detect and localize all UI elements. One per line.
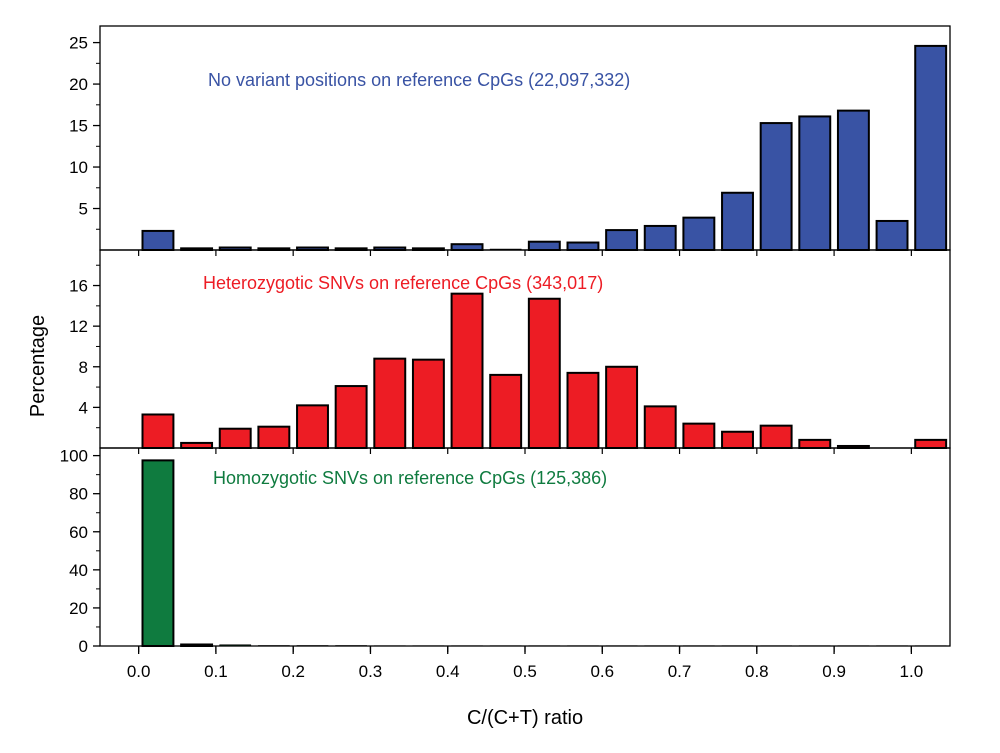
- bar-heterozygotic-16: [759, 424, 793, 450]
- y-axis-title: Percentage: [27, 315, 49, 417]
- y-tick-label-homozygotic-0: 0: [79, 637, 88, 656]
- bar-heterozygotic-6: [373, 357, 407, 449]
- bar-no-variant-16: [759, 122, 793, 251]
- bar-homozygotic-0: [141, 459, 175, 648]
- panel-heterozygotic: 4 8 12 16 Heterozygotic SNVs on reference Cp…: [69, 249, 951, 454]
- x-tick-label-4: 0.4: [436, 662, 460, 681]
- x-tick-label-9: 0.9: [822, 662, 846, 681]
- bar-heterozygotic-11: [566, 371, 600, 449]
- y-tick-label-homozygotic-1: 20: [69, 599, 88, 618]
- x-tick-label-1: 0.1: [204, 662, 228, 681]
- bar-heterozygotic-14: [682, 422, 716, 450]
- bar-no-variant-19: [875, 219, 909, 252]
- panel-no-variant: 5 10 15 20 25 No variant positions on referen…: [69, 25, 951, 256]
- y-tick-label-heterozygotic-3: 16: [69, 277, 88, 296]
- bar-heterozygotic-10: [527, 297, 561, 449]
- x-tick-label-6: 0.6: [590, 662, 614, 681]
- y-tick-label-no-variant-2: 15: [69, 117, 88, 136]
- x-axis-title: C/(C+T) ratio: [467, 707, 583, 729]
- bar-no-variant-12: [605, 229, 639, 251]
- bar-heterozygotic-2: [218, 427, 252, 449]
- bar-heterozygotic-0: [141, 413, 175, 449]
- bar-heterozygotic-8: [450, 292, 484, 449]
- panel-title-homozygotic: Homozygotic SNVs on reference CpGs (125,…: [213, 468, 607, 488]
- y-tick-label-homozygotic-2: 40: [69, 561, 88, 580]
- bar-no-variant-14: [682, 216, 716, 251]
- y-tick-label-homozygotic-5: 100: [60, 447, 88, 466]
- bar-no-variant-17: [798, 115, 832, 252]
- bar-heterozygotic-7: [411, 358, 445, 449]
- bar-heterozygotic-17: [798, 438, 832, 450]
- bar-heterozygotic-15: [721, 430, 754, 449]
- panels-group: 5 10 15 20 25 No variant positions on referen…: [60, 25, 951, 656]
- x-tick-label-0: 0.0: [127, 662, 151, 681]
- bar-heterozygotic-3: [257, 425, 291, 449]
- y-tick-label-no-variant-1: 10: [69, 158, 88, 177]
- x-tick-label-7: 0.7: [668, 662, 692, 681]
- y-tick-label-heterozygotic-2: 12: [69, 317, 88, 336]
- bar-no-variant-15: [721, 191, 754, 251]
- x-axis: 0.0 0.1 0.2 0.3 0.4 0.5 0.6 0.7 0.8 0.9 1.0: [127, 646, 923, 681]
- bar-heterozygotic-4: [296, 404, 329, 450]
- bar-no-variant-10: [527, 240, 561, 251]
- bar-no-variant-11: [566, 241, 600, 251]
- bar-heterozygotic-12: [605, 365, 639, 449]
- y-tick-label-no-variant-0: 5: [79, 200, 88, 219]
- x-tick-label-8: 0.8: [745, 662, 769, 681]
- panel-title-no-variant: No variant positions on reference CpGs (…: [208, 70, 630, 90]
- y-tick-label-homozygotic-3: 60: [69, 523, 88, 542]
- bar-no-variant-13: [643, 224, 677, 252]
- bar-heterozygotic-13: [643, 405, 677, 449]
- x-tick-label-3: 0.3: [359, 662, 383, 681]
- bar-no-variant-18: [836, 109, 870, 252]
- x-tick-label-10: 1.0: [900, 662, 924, 681]
- bar-no-variant-0: [141, 229, 175, 251]
- panel-title-heterozygotic: Heterozygotic SNVs on reference CpGs (34…: [203, 273, 603, 293]
- bar-heterozygotic-5: [334, 385, 368, 449]
- y-tick-label-no-variant-4: 25: [69, 34, 88, 53]
- y-tick-label-homozygotic-4: 80: [69, 485, 88, 504]
- bar-heterozygotic-9: [489, 373, 523, 450]
- bar-no-variant-20: [914, 44, 948, 251]
- bar-no-variant-8: [450, 243, 484, 252]
- bar-heterozygotic-1: [180, 441, 214, 450]
- y-tick-label-no-variant-3: 20: [69, 75, 88, 94]
- bar-heterozygotic-20: [914, 438, 948, 450]
- x-tick-label-2: 0.2: [281, 662, 305, 681]
- x-tick-label-5: 0.5: [513, 662, 537, 681]
- y-tick-label-heterozygotic-0: 4: [79, 398, 88, 417]
- y-tick-label-heterozygotic-1: 8: [79, 358, 88, 377]
